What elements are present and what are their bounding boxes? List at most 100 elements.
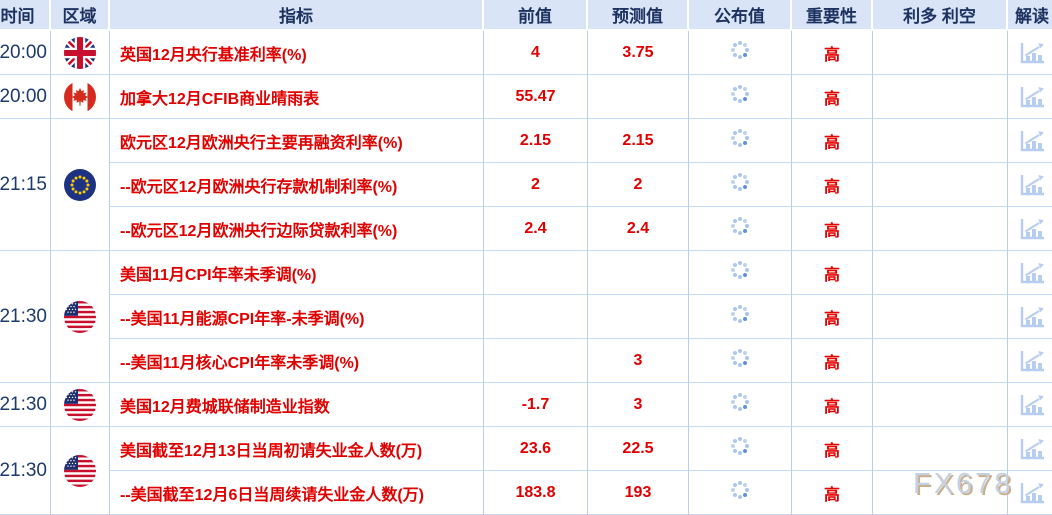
eu-flag-icon <box>64 169 96 201</box>
table-row: --美国截至12月6日当周续请失业金人数(万) 183.8 193 高 <box>0 471 1052 515</box>
importance-cell: 高 <box>792 339 873 383</box>
previous-value: -1.7 <box>484 383 588 427</box>
indicator-link[interactable]: 欧元区12月欧洲央行主要再融资利率(%) <box>110 119 484 163</box>
indicator-link[interactable]: 英国12月央行基准利率(%) <box>110 31 484 75</box>
interpret-cell[interactable] <box>1008 383 1052 427</box>
previous-value: 23.6 <box>484 427 588 471</box>
chart-icon[interactable] <box>1019 41 1046 65</box>
forecast-value: 193 <box>588 471 689 515</box>
bull-bear-cell <box>873 383 1008 427</box>
loading-spinner-icon <box>738 444 742 448</box>
chart-icon[interactable] <box>1019 481 1046 505</box>
forecast-value <box>588 251 689 295</box>
interpret-cell[interactable] <box>1008 339 1052 383</box>
bull-bear-cell <box>873 427 1008 471</box>
published-cell <box>689 427 792 471</box>
chart-icon[interactable] <box>1019 437 1046 461</box>
bull-bear-cell <box>873 471 1008 515</box>
previous-value: 55.47 <box>484 75 588 119</box>
loading-spinner-icon <box>738 224 742 228</box>
forecast-value: 2.15 <box>588 119 689 163</box>
interpret-cell[interactable] <box>1008 119 1052 163</box>
forecast-value: 2.4 <box>588 207 689 251</box>
interpret-cell[interactable] <box>1008 427 1052 471</box>
region-cell <box>51 119 110 251</box>
table-row: --欧元区12月欧洲央行边际贷款利率(%) 2.4 2.4 高 <box>0 207 1052 251</box>
chart-icon[interactable] <box>1019 129 1046 153</box>
col-header-indicator: 指标 <box>110 0 484 31</box>
published-cell <box>689 31 792 75</box>
indicator-link[interactable]: --美国11月核心CPI年率未季调(%) <box>110 339 484 383</box>
indicator-link[interactable]: 加拿大12月CFIB商业晴雨表 <box>110 75 484 119</box>
indicator-link[interactable]: 美国12月费城联储制造业指数 <box>110 383 484 427</box>
published-cell <box>689 163 792 207</box>
interpret-cell[interactable] <box>1008 75 1052 119</box>
interpret-cell[interactable] <box>1008 31 1052 75</box>
col-header-time: 时间 <box>0 0 51 31</box>
chart-icon[interactable] <box>1019 85 1046 109</box>
interpret-cell[interactable] <box>1008 471 1052 515</box>
interpret-cell[interactable] <box>1008 295 1052 339</box>
bull-bear-cell <box>873 207 1008 251</box>
table-row: 21:30 美国截至12月13日当周初请失业金人数(万) 23.6 22.5 高 <box>0 427 1052 515</box>
published-cell <box>689 75 792 119</box>
forecast-value <box>588 295 689 339</box>
interpret-cell[interactable] <box>1008 207 1052 251</box>
importance-cell: 高 <box>792 207 873 251</box>
interpret-cell[interactable] <box>1008 251 1052 295</box>
indicator-link[interactable]: --美国截至12月6日当周续请失业金人数(万) <box>110 471 484 515</box>
published-cell <box>689 251 792 295</box>
us-flag-icon <box>64 455 96 487</box>
chart-icon[interactable] <box>1019 261 1046 285</box>
chart-icon[interactable] <box>1019 349 1046 373</box>
time-cell: 20:00 <box>0 31 51 75</box>
loading-spinner-icon <box>738 268 742 272</box>
previous-value <box>484 339 588 383</box>
indicator-link[interactable]: 美国11月CPI年率未季调(%) <box>110 251 484 295</box>
importance-cell: 高 <box>792 251 873 295</box>
uk-flag-icon <box>64 37 96 69</box>
importance-cell: 高 <box>792 383 873 427</box>
interpret-cell[interactable] <box>1008 163 1052 207</box>
forecast-value: 22.5 <box>588 427 689 471</box>
table-row: 21:30 美国11月CPI年率未季调(%) 高 <box>0 251 1052 383</box>
col-header-importance: 重要性 <box>792 0 873 31</box>
bull-bear-cell <box>873 31 1008 75</box>
importance-cell: 高 <box>792 31 873 75</box>
previous-value <box>484 295 588 339</box>
loading-spinner-icon <box>738 356 742 360</box>
col-header-interpret: 解读 <box>1008 0 1052 31</box>
table-row: 21:15 欧元区12月欧洲央行主要再融资利率(%) 2.15 2.15 高 <box>0 119 1052 251</box>
region-cell <box>51 427 110 515</box>
chart-icon[interactable] <box>1019 173 1046 197</box>
indicator-link[interactable]: 美国截至12月13日当周初请失业金人数(万) <box>110 427 484 471</box>
indicator-link[interactable]: --欧元区12月欧洲央行边际贷款利率(%) <box>110 207 484 251</box>
chart-icon[interactable] <box>1019 305 1046 329</box>
table-row: 21:30 美国12月费城联储制造业指数 -1.7 3 高 <box>0 383 1052 427</box>
bull-bear-cell <box>873 295 1008 339</box>
col-header-published: 公布值 <box>689 0 792 31</box>
importance-cell: 高 <box>792 295 873 339</box>
importance-cell: 高 <box>792 119 873 163</box>
loading-spinner-icon <box>738 180 742 184</box>
indicator-link[interactable]: --美国11月能源CPI年率-未季调(%) <box>110 295 484 339</box>
indicator-link[interactable]: --欧元区12月欧洲央行存款机制利率(%) <box>110 163 484 207</box>
published-cell <box>689 119 792 163</box>
region-cell <box>51 383 110 427</box>
us-flag-icon <box>64 301 96 333</box>
table-row: 20:00 英国12月央行基准利率(%) 4 3.75 高 <box>0 31 1052 75</box>
table-row: 20:00 加拿大12月CFIB商业晴雨表 55.47 高 <box>0 75 1052 119</box>
forecast-value: 3 <box>588 339 689 383</box>
importance-cell: 高 <box>792 75 873 119</box>
chart-icon[interactable] <box>1019 217 1046 241</box>
importance-cell: 高 <box>792 427 873 471</box>
forecast-value <box>588 75 689 119</box>
table-header-row: 时间 区域 指标 前值 预测值 公布值 重要性 利多 利空 解读 <box>0 0 1052 31</box>
col-header-forecast: 预测值 <box>588 0 689 31</box>
us-flag-icon <box>64 389 96 421</box>
time-cell: 21:30 <box>0 427 51 515</box>
loading-spinner-icon <box>738 400 742 404</box>
time-cell: 21:30 <box>0 383 51 427</box>
chart-icon[interactable] <box>1019 393 1046 417</box>
